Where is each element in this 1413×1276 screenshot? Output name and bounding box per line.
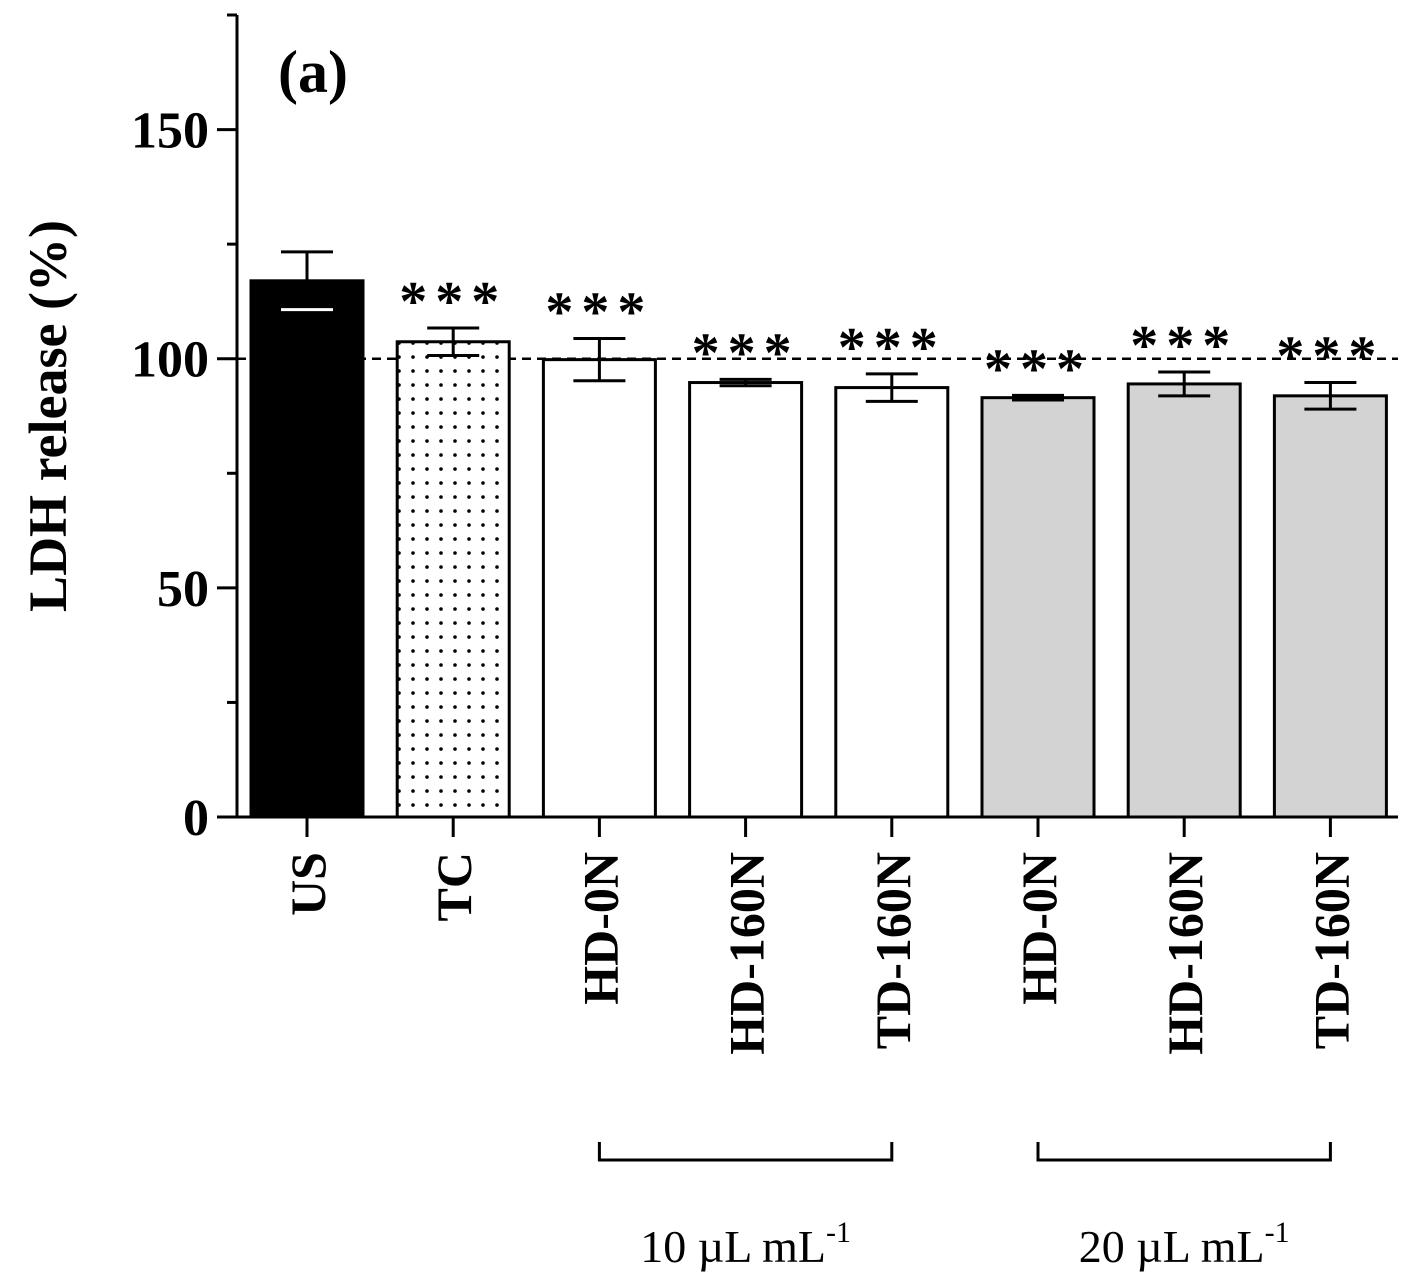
bar-td-160n	[834, 386, 950, 819]
panel-label: (a)	[278, 39, 348, 105]
x-tick-label: HD-0N	[1011, 852, 1067, 1005]
y-tick-label: 100	[131, 332, 209, 389]
y-axis-label: LDH release (%)	[18, 220, 78, 612]
significance-marker: ***	[838, 317, 946, 379]
significance-marker: ***	[545, 282, 653, 344]
significance-marker: ***	[399, 271, 507, 333]
x-tick-label: HD-160N	[719, 852, 775, 1055]
group-bracket	[597, 1142, 894, 1162]
significance-marker: ***	[692, 322, 800, 384]
x-tick-label: TC	[426, 852, 482, 921]
bar-hd-0n	[980, 396, 1096, 819]
bar-hd-0n	[541, 358, 657, 819]
bar-hd-160n	[688, 381, 804, 819]
bar-hd-160n	[1126, 382, 1242, 819]
significance-marker: ***	[984, 338, 1092, 400]
bar-us	[249, 279, 365, 819]
group-label-superscript: -1	[826, 1216, 851, 1249]
x-tick-label: TD-160N	[865, 852, 921, 1049]
y-tick-label: 150	[131, 103, 209, 160]
bar-tc	[395, 340, 511, 819]
group-bracket	[1036, 1142, 1332, 1162]
bar-td-160n	[1272, 394, 1388, 819]
x-tick-label: HD-160N	[1157, 852, 1213, 1055]
x-tick-label: HD-0N	[572, 852, 628, 1005]
group-label: 10 µL mL-1	[640, 1216, 851, 1272]
significance-marker: ***	[1276, 326, 1384, 388]
group-label: 20 µL mL-1	[1079, 1216, 1290, 1272]
y-tick-label: 50	[157, 561, 209, 618]
group-label-superscript: -1	[1265, 1216, 1290, 1249]
y-tick-label: 0	[183, 790, 209, 847]
significance-marker: ***	[1130, 315, 1238, 377]
x-tick-label: US	[280, 852, 336, 916]
x-tick-label: TD-160N	[1303, 852, 1359, 1049]
